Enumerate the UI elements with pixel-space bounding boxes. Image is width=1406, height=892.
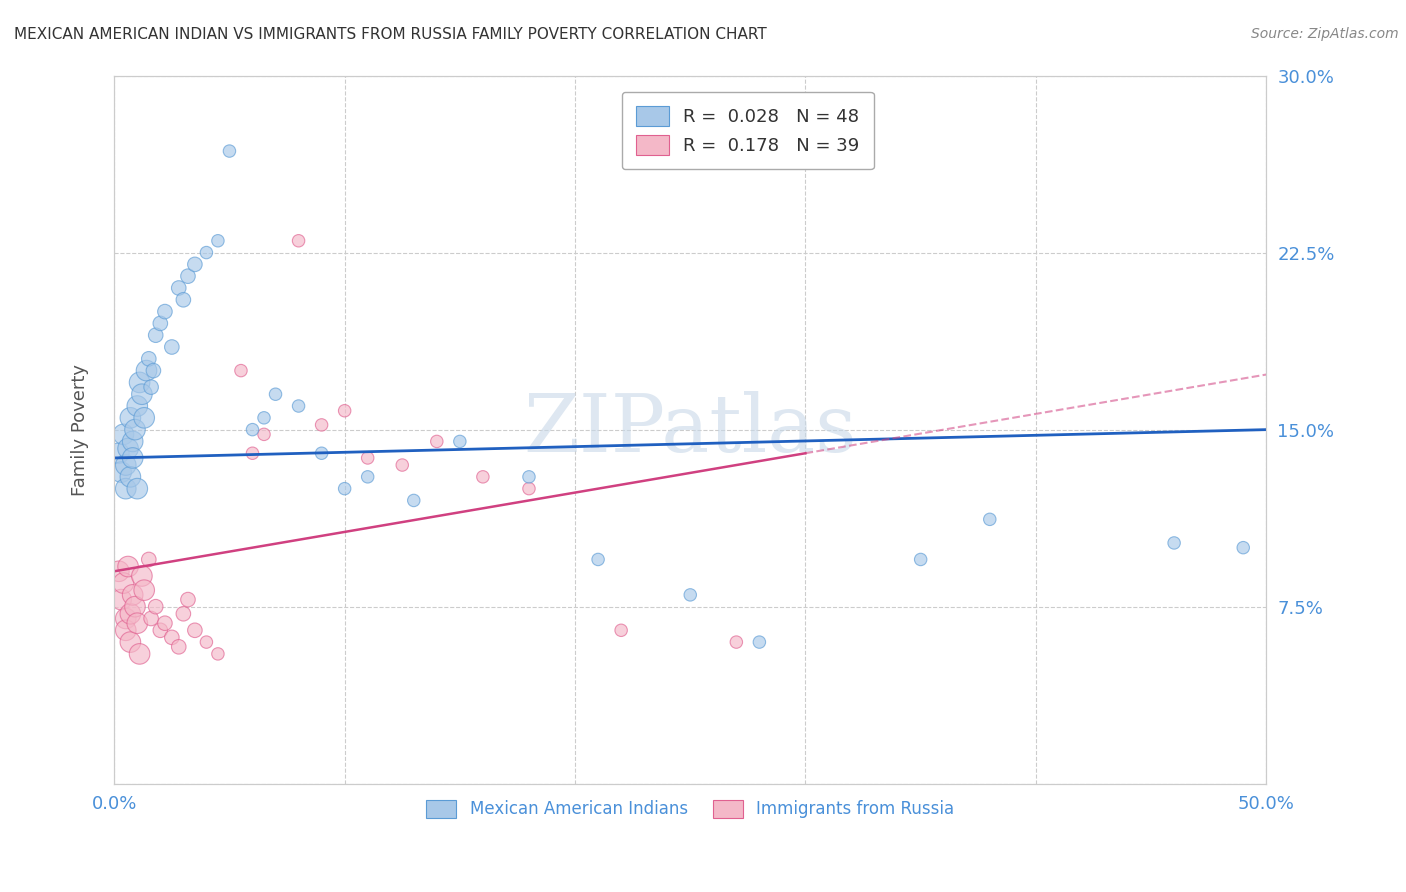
Point	[748, 635, 770, 649]
Point	[139, 380, 162, 394]
Point	[172, 293, 194, 307]
Point	[229, 363, 252, 377]
Point	[311, 417, 333, 432]
Point	[195, 245, 218, 260]
Point	[124, 423, 146, 437]
Point	[1163, 536, 1185, 550]
Point	[195, 635, 218, 649]
Point	[114, 611, 136, 625]
Point	[979, 512, 1001, 526]
Point	[112, 576, 135, 591]
Point	[142, 363, 165, 377]
Point	[184, 257, 207, 271]
Point	[402, 493, 425, 508]
Point	[117, 559, 139, 574]
Point	[135, 363, 157, 377]
Point	[114, 482, 136, 496]
Point	[124, 599, 146, 614]
Point	[120, 635, 142, 649]
Point	[610, 624, 633, 638]
Point	[167, 281, 190, 295]
Point	[471, 470, 494, 484]
Text: MEXICAN AMERICAN INDIAN VS IMMIGRANTS FROM RUSSIA FAMILY POVERTY CORRELATION CHA: MEXICAN AMERICAN INDIAN VS IMMIGRANTS FR…	[14, 27, 766, 42]
Point	[910, 552, 932, 566]
Point	[121, 434, 143, 449]
Point	[1232, 541, 1254, 555]
Point	[127, 616, 149, 631]
Text: Source: ZipAtlas.com: Source: ZipAtlas.com	[1251, 27, 1399, 41]
Point	[517, 482, 540, 496]
Point	[120, 410, 142, 425]
Point	[287, 234, 309, 248]
Point	[264, 387, 287, 401]
Point	[131, 569, 153, 583]
Point	[149, 317, 172, 331]
Y-axis label: Family Poverty: Family Poverty	[72, 364, 89, 496]
Point	[145, 599, 167, 614]
Point	[127, 399, 149, 413]
Point	[218, 144, 240, 158]
Point	[177, 269, 200, 284]
Point	[134, 583, 156, 598]
Point	[149, 624, 172, 638]
Point	[153, 304, 176, 318]
Point	[127, 482, 149, 496]
Point	[138, 351, 160, 366]
Point	[207, 647, 229, 661]
Point	[110, 465, 132, 479]
Point	[128, 376, 150, 390]
Point	[139, 611, 162, 625]
Point	[108, 446, 131, 460]
Point	[110, 592, 132, 607]
Text: ZIPatlas: ZIPatlas	[523, 391, 858, 468]
Point	[114, 458, 136, 472]
Point	[160, 340, 183, 354]
Point	[184, 624, 207, 638]
Point	[121, 588, 143, 602]
Point	[121, 450, 143, 465]
Point	[114, 624, 136, 638]
Point	[160, 631, 183, 645]
Point	[253, 410, 276, 425]
Point	[725, 635, 748, 649]
Point	[145, 328, 167, 343]
Point	[357, 470, 380, 484]
Point	[242, 446, 264, 460]
Point	[117, 442, 139, 456]
Point	[586, 552, 609, 566]
Point	[391, 458, 413, 472]
Point	[153, 616, 176, 631]
Point	[357, 450, 380, 465]
Point	[120, 470, 142, 484]
Point	[517, 470, 540, 484]
Point	[207, 234, 229, 248]
Point	[128, 647, 150, 661]
Point	[679, 588, 702, 602]
Point	[108, 564, 131, 578]
Point	[131, 387, 153, 401]
Point	[449, 434, 471, 449]
Point	[138, 552, 160, 566]
Point	[167, 640, 190, 654]
Point	[333, 482, 356, 496]
Point	[172, 607, 194, 621]
Point	[333, 403, 356, 417]
Point	[112, 427, 135, 442]
Point	[134, 410, 156, 425]
Point	[242, 423, 264, 437]
Point	[253, 427, 276, 442]
Point	[311, 446, 333, 460]
Point	[177, 592, 200, 607]
Point	[120, 607, 142, 621]
Point	[426, 434, 449, 449]
Legend: Mexican American Indians, Immigrants from Russia: Mexican American Indians, Immigrants fro…	[419, 793, 960, 825]
Point	[287, 399, 309, 413]
